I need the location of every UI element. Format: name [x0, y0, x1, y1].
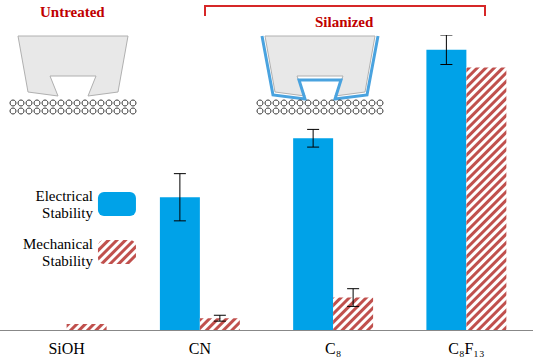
svg-text:SiOH: SiOH — [48, 340, 85, 357]
svg-text:Electrical: Electrical — [35, 188, 92, 204]
svg-text:C₈F₁₃: C₈F₁₃ — [448, 340, 484, 357]
svg-text:Silanized: Silanized — [315, 14, 374, 30]
svg-text:Stability: Stability — [42, 205, 93, 221]
svg-text:Untreated: Untreated — [40, 4, 105, 20]
svg-text:Stability: Stability — [42, 253, 93, 269]
svg-text:CN: CN — [189, 340, 212, 357]
svg-text:Mechanical: Mechanical — [23, 236, 93, 252]
svg-text:C₈: C₈ — [325, 340, 341, 357]
